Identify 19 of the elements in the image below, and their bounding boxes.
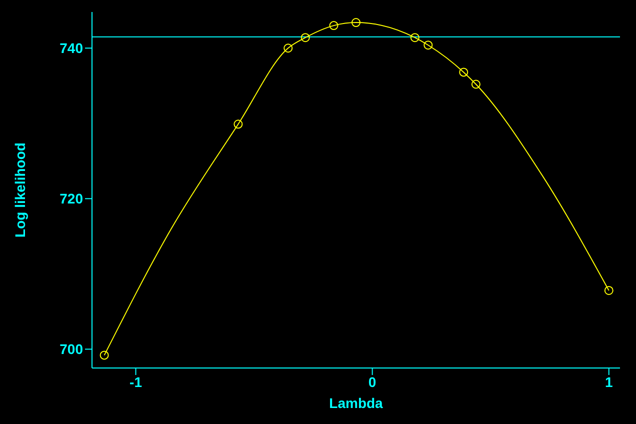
y-tick-label: 720 bbox=[60, 190, 84, 207]
x-tick-label: -1 bbox=[130, 374, 142, 390]
point bbox=[604, 286, 614, 295]
point bbox=[352, 18, 360, 28]
y-tick-label: 740 bbox=[60, 40, 84, 56]
x-axis-title: Lambda bbox=[329, 395, 384, 411]
point bbox=[424, 40, 433, 50]
x-tick-label: 1 bbox=[604, 374, 613, 390]
point bbox=[300, 33, 310, 42]
y-tick-label: 700 bbox=[60, 341, 84, 358]
y-axis-title: Log likelihood bbox=[12, 142, 28, 238]
point bbox=[329, 21, 338, 30]
point bbox=[410, 33, 420, 42]
point bbox=[284, 44, 293, 53]
point bbox=[234, 120, 243, 129]
point bbox=[471, 80, 480, 89]
x-tick-label: 0 bbox=[368, 374, 376, 390]
point bbox=[100, 350, 109, 360]
point bbox=[459, 68, 468, 77]
